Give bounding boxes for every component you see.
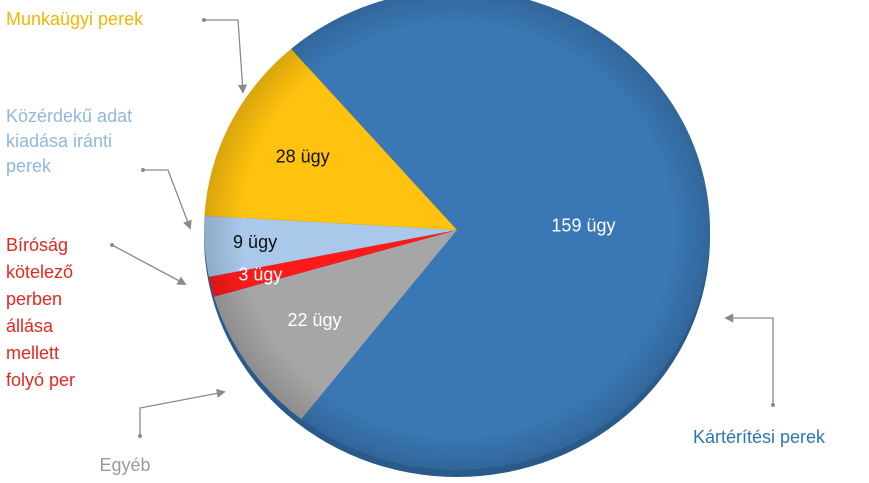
connector	[204, 19, 248, 94]
connector	[143, 169, 192, 230]
category-label: Kártérítési perek	[693, 427, 826, 447]
connector	[111, 244, 187, 285]
slices: 159 ügy 22 ügy 3 ügy 9 ügy 28 ügy	[204, 0, 710, 477]
value-label: 3 ügy	[238, 264, 282, 284]
pie-shade	[204, 0, 710, 470]
value-label: 9 ügy	[233, 232, 277, 252]
connector	[139, 388, 226, 436]
category-label: Bíróság kötelező perben állása mellett f…	[6, 235, 76, 390]
category-label: Egyéb	[99, 455, 151, 475]
connectors	[110, 18, 775, 438]
category-label: Munkaügyi perek	[6, 9, 144, 29]
connector	[724, 313, 774, 405]
value-label: 28 ügy	[276, 147, 330, 167]
category-label: Közérdekű adat kiadása iránti perek	[6, 106, 133, 176]
value-label: 159 ügy	[551, 216, 615, 236]
value-label: 22 ügy	[287, 310, 341, 330]
